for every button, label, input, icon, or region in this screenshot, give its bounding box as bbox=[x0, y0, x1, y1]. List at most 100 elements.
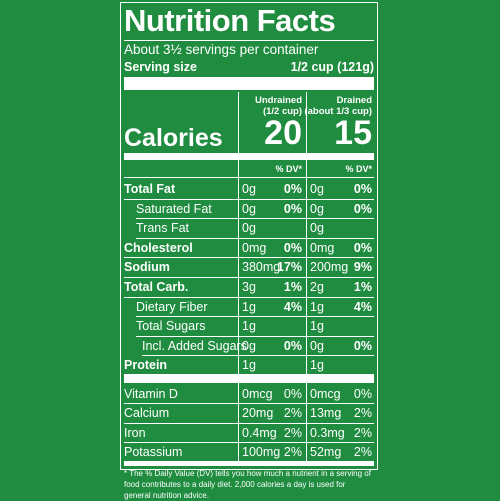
vitamin-amount: 0.3mg bbox=[310, 425, 345, 440]
nutrient-amount: 0g bbox=[242, 201, 256, 216]
column-portion: (about 1/3 cup) bbox=[304, 106, 372, 117]
nutrient-amount: 1g bbox=[242, 319, 256, 334]
nutrient-dv: 4% bbox=[353, 299, 372, 314]
nutrient-amount: 0g bbox=[310, 201, 324, 216]
dv-header: % DV* bbox=[275, 164, 302, 174]
thick-bar bbox=[124, 374, 374, 383]
nutrient-amount: 0g bbox=[242, 182, 256, 196]
calories-value: 20 bbox=[264, 114, 302, 152]
nutrient-amount: 1g bbox=[242, 358, 256, 373]
vitamin-dv: 0% bbox=[353, 387, 372, 401]
nutrient-dv: 0% bbox=[353, 240, 372, 255]
nutrient-dv: 9% bbox=[353, 260, 372, 275]
column-line bbox=[306, 92, 307, 374]
vitamin-name: Vitamin D bbox=[124, 387, 178, 401]
serving-size-value: 1/2 cup (121g) bbox=[290, 60, 374, 74]
nutrient-name: Incl. Added Sugars bbox=[142, 338, 247, 353]
nutrient-amount: 200mg bbox=[310, 260, 349, 275]
servings: About 3½ servings per container bbox=[124, 42, 319, 57]
nutrient-name: Sodium bbox=[124, 260, 170, 275]
rule bbox=[124, 177, 374, 178]
nutrient-dv: 0% bbox=[283, 182, 302, 196]
vitamin-amount: 0mcg bbox=[310, 387, 341, 401]
rule bbox=[124, 257, 374, 259]
dv-header: % DV* bbox=[345, 164, 372, 174]
nutrient-name: Total Fat bbox=[124, 182, 176, 196]
rule bbox=[142, 355, 374, 357]
vitamin-name: Iron bbox=[124, 425, 146, 440]
nutrient-name: Saturated Fat bbox=[136, 201, 212, 216]
vitamin-dv: 2% bbox=[353, 425, 372, 440]
rule bbox=[136, 316, 374, 318]
vitamin-amount: 100mg bbox=[242, 445, 281, 460]
vitamin-amount: 20mg bbox=[242, 406, 274, 421]
nutrient-dv: 0% bbox=[283, 201, 302, 216]
nutrient-dv: 4% bbox=[283, 299, 302, 314]
vitamin-amount: 0.4mg bbox=[242, 425, 277, 440]
nutrient-name: Protein bbox=[124, 358, 168, 373]
rule bbox=[124, 422, 374, 424]
vitamin-dv: 2% bbox=[283, 445, 302, 460]
nutrient-amount: 0g bbox=[310, 221, 324, 236]
nutrient-amount: 0mg bbox=[310, 240, 335, 255]
nutrient-amount: 3g bbox=[242, 280, 256, 294]
nutrient-amount: 1g bbox=[310, 319, 324, 334]
calories-label: Calories bbox=[124, 124, 223, 152]
rule bbox=[136, 218, 374, 220]
thick-bar bbox=[124, 77, 374, 90]
vitamin-dv: 0% bbox=[283, 387, 302, 401]
nutrient-amount: 2g bbox=[310, 280, 324, 294]
rule bbox=[124, 296, 374, 298]
rule bbox=[124, 442, 374, 444]
column-name: Undrained bbox=[255, 95, 302, 106]
rule bbox=[124, 277, 374, 278]
column-line bbox=[238, 92, 239, 374]
nutrient-dv: 0% bbox=[353, 338, 372, 353]
nutrient-amount: 0mg bbox=[242, 240, 267, 255]
footnote: * The % Daily Value (DV) tells you how m… bbox=[124, 469, 371, 500]
nutrient-name: Dietary Fiber bbox=[136, 299, 208, 314]
vitamin-amount: 13mg bbox=[310, 406, 342, 421]
column-line bbox=[306, 383, 307, 461]
vitamin-dv: 2% bbox=[353, 406, 372, 421]
rule bbox=[136, 335, 374, 337]
column-portion: (1/2 cup) bbox=[262, 106, 302, 117]
nutrient-name: Total Carb. bbox=[124, 280, 189, 294]
medium-bar bbox=[124, 461, 374, 466]
vitamin-dv: 2% bbox=[283, 406, 302, 421]
vitamin-amount: 52mg bbox=[310, 445, 342, 460]
nutrient-dv: 1% bbox=[353, 280, 372, 294]
vitamin-dv: 2% bbox=[353, 445, 372, 460]
column-name: Drained bbox=[336, 95, 372, 106]
nutrient-dv: 0% bbox=[283, 240, 302, 255]
nutrient-amount: 1g bbox=[242, 299, 256, 314]
calories-value: 15 bbox=[334, 114, 372, 152]
title: Nutrition Facts bbox=[124, 3, 336, 38]
rule bbox=[124, 40, 374, 41]
nutrient-name: Cholesterol bbox=[124, 240, 193, 255]
nutrient-name: Trans Fat bbox=[136, 221, 190, 236]
vitamin-name: Potassium bbox=[124, 445, 183, 460]
nutrient-dv: 17% bbox=[276, 260, 302, 275]
nutrient-amount: 0g bbox=[242, 338, 256, 353]
nutrient-dv: 1% bbox=[283, 280, 302, 294]
medium-bar bbox=[124, 153, 374, 160]
nutrient-amount: 0g bbox=[310, 338, 324, 353]
rule bbox=[124, 198, 374, 200]
vitamin-dv: 2% bbox=[283, 425, 302, 440]
vitamin-amount: 0mcg bbox=[242, 387, 273, 401]
nutrient-dv: 0% bbox=[353, 182, 372, 196]
serving-size-label: Serving size bbox=[124, 60, 197, 74]
nutrient-amount: 0g bbox=[310, 182, 324, 196]
rule bbox=[136, 237, 374, 239]
vitamin-name: Calcium bbox=[124, 406, 170, 421]
column-line bbox=[238, 383, 239, 461]
nutrient-name: Total Sugars bbox=[136, 319, 206, 334]
nutrient-amount: 1g bbox=[310, 358, 324, 373]
nutrient-dv: 0% bbox=[353, 201, 372, 216]
nutrient-amount: 1g bbox=[310, 299, 324, 314]
rule bbox=[124, 403, 374, 405]
label-border bbox=[120, 2, 378, 470]
nutrient-amount: 0g bbox=[242, 221, 256, 236]
